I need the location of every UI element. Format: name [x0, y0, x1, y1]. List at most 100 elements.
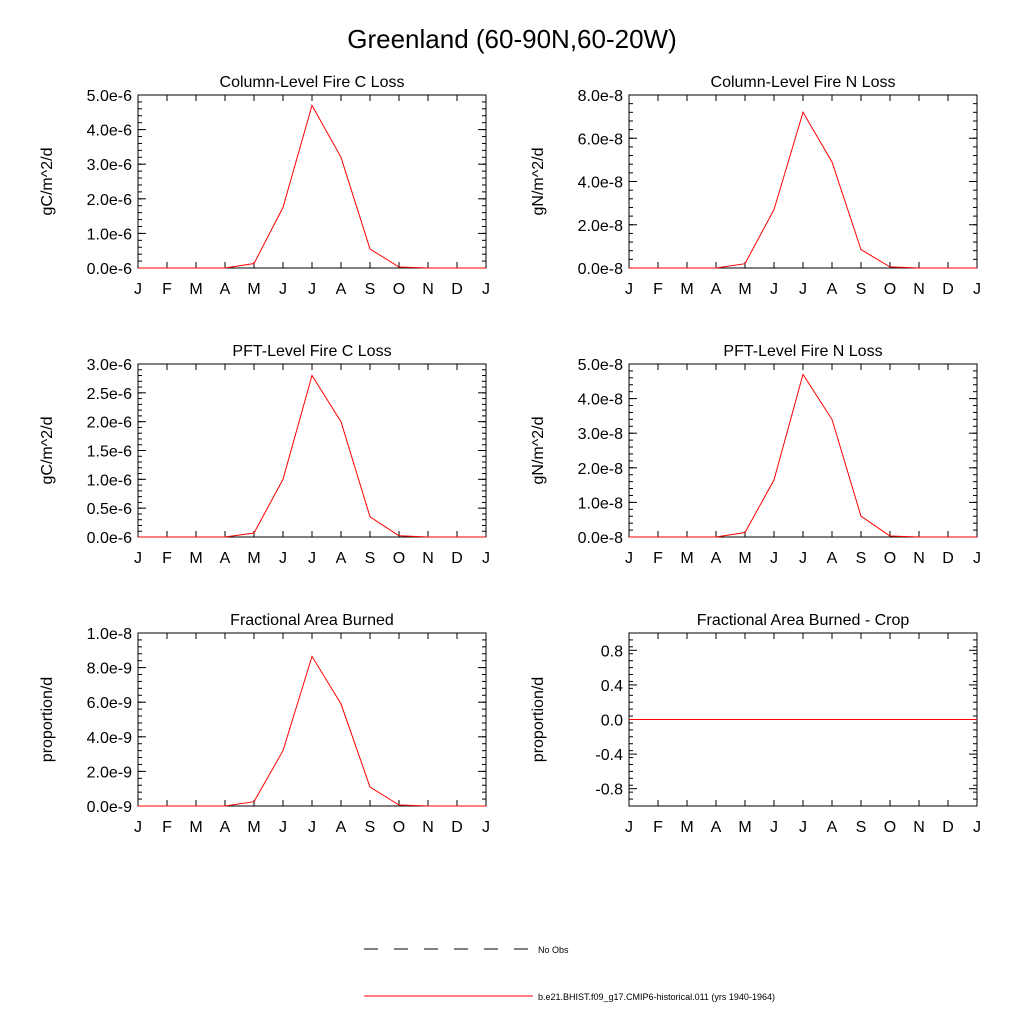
x-tick-label: J [799, 550, 807, 567]
x-tick-label: J [134, 281, 142, 298]
x-tick-label: D [451, 819, 463, 836]
y-tick-label: 8.0e-8 [578, 88, 623, 105]
y-tick-label: 1.0e-8 [578, 495, 623, 512]
x-tick-label: J [279, 819, 287, 836]
x-tick-label: F [653, 819, 663, 836]
x-tick-label: D [942, 819, 954, 836]
y-axis-label: proportion/d [39, 677, 56, 762]
y-tick-label: -0.4 [595, 747, 623, 764]
plot-frame [137, 363, 487, 538]
y-tick-label: 2.0e-8 [578, 461, 623, 478]
x-tick-label: O [884, 819, 896, 836]
chart-title: Fractional Area Burned - Crop [697, 612, 910, 629]
x-tick-label: M [247, 550, 260, 567]
series-line [138, 655, 486, 807]
x-tick-label: F [653, 550, 663, 567]
x-tick-label: N [422, 819, 434, 836]
x-tick-label: M [738, 281, 751, 298]
y-tick-label: 0.0e-8 [578, 261, 623, 278]
x-tick-label: O [884, 550, 896, 567]
x-tick-label: N [913, 550, 925, 567]
x-tick-label: D [942, 281, 954, 298]
x-tick-label: J [308, 281, 316, 298]
y-tick-label: 8.0e-9 [87, 661, 132, 678]
chart-title: PFT-Level Fire N Loss [723, 343, 882, 360]
x-tick-label: S [856, 550, 867, 567]
x-tick-label: S [365, 550, 376, 567]
x-tick-label: J [308, 550, 316, 567]
page-title: Greenland (60-90N,60-20W) [347, 24, 677, 54]
x-tick-label: J [973, 550, 981, 567]
x-tick-label: A [220, 281, 231, 298]
y-tick-label: 3.0e-6 [87, 157, 132, 174]
legend-label: No Obs [538, 945, 569, 955]
x-tick-label: A [336, 550, 347, 567]
x-tick-label: N [422, 550, 434, 567]
legend-item: b.e21.BHIST.f09_g17.CMIP6-historical.011… [364, 992, 775, 1002]
x-tick-label: O [884, 281, 896, 298]
x-tick-label: A [336, 819, 347, 836]
y-tick-label: 2.0e-8 [578, 218, 623, 235]
x-tick-label: S [856, 281, 867, 298]
x-tick-label: M [738, 550, 751, 567]
chart-title: Column-Level Fire N Loss [711, 74, 896, 91]
x-tick-label: N [913, 281, 925, 298]
y-tick-label: 0.8 [601, 643, 623, 660]
series-line [629, 111, 977, 269]
x-tick-label: M [189, 819, 202, 836]
y-tick-label: 0.5e-6 [87, 501, 132, 518]
y-tick-label: -0.8 [595, 782, 623, 799]
x-tick-label: J [799, 819, 807, 836]
legend-label: b.e21.BHIST.f09_g17.CMIP6-historical.011… [538, 992, 775, 1002]
x-tick-label: J [482, 819, 490, 836]
x-tick-label: J [482, 281, 490, 298]
y-tick-label: 1.0e-6 [87, 472, 132, 489]
y-tick-label: 4.0e-6 [87, 123, 132, 140]
x-tick-label: D [942, 550, 954, 567]
chart-title: Fractional Area Burned [230, 612, 394, 629]
x-tick-label: A [827, 550, 838, 567]
y-tick-label: 0.0 [601, 713, 623, 730]
x-tick-label: N [422, 281, 434, 298]
y-tick-label: 0.0e-9 [87, 799, 132, 816]
series-line [138, 374, 486, 538]
x-tick-label: M [738, 819, 751, 836]
x-tick-label: A [711, 281, 722, 298]
y-tick-label: 2.0e-6 [87, 415, 132, 432]
y-tick-label: 4.0e-8 [578, 175, 623, 192]
y-tick-label: 1.0e-6 [87, 226, 132, 243]
y-tick-label: 2.0e-6 [87, 192, 132, 209]
legend-item: No Obs [364, 945, 569, 955]
x-tick-label: A [220, 819, 231, 836]
y-axis-label: gN/m^2/d [530, 148, 547, 216]
series-line [138, 104, 486, 269]
x-tick-label: J [482, 550, 490, 567]
y-tick-label: 5.0e-8 [578, 357, 623, 374]
y-tick-label: 1.5e-6 [87, 444, 132, 461]
chart-panel: Fractional Area Burned - Crop proportion/… [530, 612, 981, 836]
y-tick-label: 0.4 [601, 678, 623, 695]
x-tick-label: D [451, 281, 463, 298]
y-tick-label: 2.0e-9 [87, 764, 132, 781]
x-tick-label: A [336, 281, 347, 298]
x-tick-label: J [770, 819, 778, 836]
x-tick-label: J [625, 819, 633, 836]
x-tick-label: M [680, 281, 693, 298]
x-tick-label: J [973, 281, 981, 298]
x-tick-label: J [279, 550, 287, 567]
y-axis-label: gC/m^2/d [39, 417, 56, 485]
x-tick-label: F [162, 550, 172, 567]
x-tick-label: J [308, 819, 316, 836]
x-tick-label: A [827, 819, 838, 836]
x-tick-label: A [220, 550, 231, 567]
y-tick-label: 4.0e-9 [87, 730, 132, 747]
y-tick-label: 3.0e-6 [87, 357, 132, 374]
y-tick-label: 0.0e-6 [87, 261, 132, 278]
y-tick-label: 2.5e-6 [87, 386, 132, 403]
x-tick-label: J [134, 819, 142, 836]
x-tick-label: J [973, 819, 981, 836]
x-tick-label: J [625, 550, 633, 567]
x-tick-label: A [711, 550, 722, 567]
